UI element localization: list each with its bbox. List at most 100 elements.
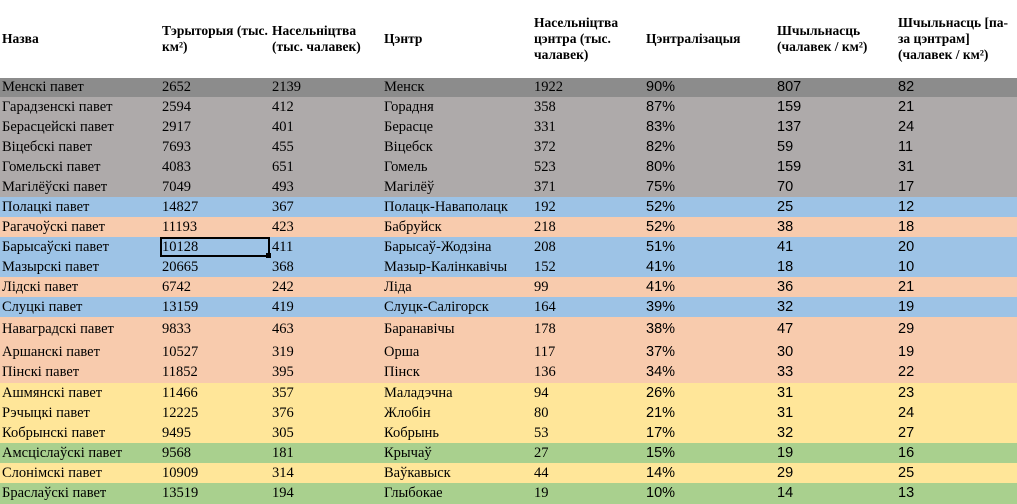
cell-density[interactable]: 36: [777, 279, 794, 295]
cell-area[interactable]: 2917: [162, 119, 191, 135]
cell-density[interactable]: 31: [777, 405, 794, 421]
cell-name[interactable]: Браслаўскі павет: [2, 485, 107, 501]
cell-pop[interactable]: 314: [272, 465, 294, 481]
cell-central[interactable]: 52%: [646, 219, 676, 235]
cell-name[interactable]: Мазырскі павет: [2, 259, 99, 275]
cell-center[interactable]: Орша: [384, 344, 420, 360]
cell-density[interactable]: 159: [777, 159, 802, 175]
cell-name[interactable]: Кобрынскі павет: [2, 425, 106, 441]
cell-area[interactable]: 9495: [162, 425, 191, 441]
cell-central[interactable]: 15%: [646, 445, 676, 461]
cell-center-pop[interactable]: 164: [534, 299, 556, 315]
cell-center-pop[interactable]: 27: [534, 445, 549, 461]
cell-density-out[interactable]: 21: [898, 279, 915, 295]
cell-area[interactable]: 10527: [162, 344, 199, 360]
cell-name[interactable]: Слуцкі павет: [2, 299, 83, 315]
cell-area[interactable]: 14827: [162, 199, 199, 215]
cell-density[interactable]: 47: [777, 321, 794, 337]
cell-name[interactable]: Менскі павет: [2, 79, 84, 95]
cell-density[interactable]: 18: [777, 259, 794, 275]
cell-central[interactable]: 51%: [646, 239, 676, 255]
cell-density[interactable]: 29: [777, 465, 794, 481]
cell-center-pop[interactable]: 19: [534, 485, 549, 501]
cell-density[interactable]: 59: [777, 139, 794, 155]
cell-area[interactable]: 7049: [162, 179, 191, 195]
cell-center[interactable]: Менск: [384, 79, 425, 95]
cell-center-pop[interactable]: 208: [534, 239, 556, 255]
cell-density[interactable]: 32: [777, 425, 794, 441]
cell-density-out[interactable]: 27: [898, 425, 915, 441]
cell-center[interactable]: Берасце: [384, 119, 434, 135]
cell-area[interactable]: 10909: [162, 465, 199, 481]
cell-name[interactable]: Берасцейскі павет: [2, 119, 114, 135]
cell-density-out[interactable]: 19: [898, 344, 915, 360]
cell-center-pop[interactable]: 44: [534, 465, 549, 481]
cell-area[interactable]: 11852: [162, 364, 198, 380]
cell-density-out[interactable]: 12: [898, 199, 915, 215]
cell-pop[interactable]: 651: [272, 159, 294, 175]
cell-pop[interactable]: 412: [272, 99, 294, 115]
cell-name[interactable]: Рэчыцкі павет: [2, 405, 90, 421]
cell-center-pop[interactable]: 178: [534, 321, 556, 337]
cell-density[interactable]: 33: [777, 364, 794, 380]
cell-pop[interactable]: 305: [272, 425, 294, 441]
cell-pop[interactable]: 493: [272, 179, 294, 195]
cell-center-pop[interactable]: 1922: [534, 79, 563, 95]
cell-pop[interactable]: 376: [272, 405, 294, 421]
cell-center[interactable]: Маладэчна: [384, 385, 453, 401]
cell-center-pop[interactable]: 136: [534, 364, 556, 380]
cell-center-pop[interactable]: 117: [534, 344, 556, 360]
cell-density[interactable]: 70: [777, 179, 794, 195]
cell-pop[interactable]: 357: [272, 385, 294, 401]
cell-density[interactable]: 38: [777, 219, 794, 235]
cell-density[interactable]: 19: [777, 445, 794, 461]
cell-center-pop[interactable]: 523: [534, 159, 556, 175]
cell-area[interactable]: 13519: [162, 485, 199, 501]
cell-central[interactable]: 87%: [646, 99, 676, 115]
cell-pop[interactable]: 455: [272, 139, 294, 155]
cell-pop[interactable]: 411: [272, 239, 294, 255]
cell-density-out[interactable]: 16: [898, 445, 915, 461]
cell-center[interactable]: Полацк-Наваполацк: [384, 199, 508, 215]
cell-density-out[interactable]: 25: [898, 465, 915, 481]
cell-density-out[interactable]: 24: [898, 405, 915, 421]
cell-density-out[interactable]: 19: [898, 299, 915, 315]
cell-center[interactable]: Жлобін: [384, 405, 431, 421]
cell-name[interactable]: Рагачоўскі павет: [2, 219, 105, 235]
cell-name[interactable]: Слонімскі павет: [2, 465, 102, 481]
cell-central[interactable]: 17%: [646, 425, 676, 441]
cell-area[interactable]: 4083: [162, 159, 191, 175]
cell-center[interactable]: Пінск: [384, 364, 420, 380]
cell-central[interactable]: 26%: [646, 385, 676, 401]
cell-center[interactable]: Магілёў: [384, 179, 435, 195]
cell-name[interactable]: Пінскі павет: [2, 364, 80, 380]
cell-central[interactable]: 52%: [646, 199, 676, 215]
cell-pop[interactable]: 319: [272, 344, 294, 360]
cell-area[interactable]: 9833: [162, 321, 191, 337]
cell-center[interactable]: Барысаў-Жодзіна: [384, 239, 492, 255]
cell-center[interactable]: Слуцк-Салігорск: [384, 299, 489, 315]
header-pop[interactable]: Насельніцтва (тыс. чалавек): [272, 0, 382, 78]
cell-density-out[interactable]: 21: [898, 99, 915, 115]
cell-density-out[interactable]: 18: [898, 219, 915, 235]
cell-pop[interactable]: 367: [272, 199, 294, 215]
header-central[interactable]: Цэнтралізацыя: [646, 0, 774, 78]
cell-density-out[interactable]: 22: [898, 364, 915, 380]
cell-density[interactable]: 14: [777, 485, 794, 501]
cell-central[interactable]: 90%: [646, 79, 676, 95]
cell-center[interactable]: Віцебск: [384, 139, 433, 155]
cell-central[interactable]: 75%: [646, 179, 676, 195]
cell-center-pop[interactable]: 152: [534, 259, 556, 275]
cell-center-pop[interactable]: 358: [534, 99, 556, 115]
cell-center[interactable]: Бабруйск: [384, 219, 442, 235]
cell-pop[interactable]: 419: [272, 299, 294, 315]
cell-area[interactable]: 10128: [162, 239, 199, 255]
cell-name[interactable]: Наваградскі павет: [2, 321, 114, 337]
header-name[interactable]: Назва: [2, 0, 160, 78]
cell-density-out[interactable]: 24: [898, 119, 915, 135]
cell-pop[interactable]: 181: [272, 445, 294, 461]
cell-central[interactable]: 41%: [646, 259, 676, 275]
cell-pop[interactable]: 463: [272, 321, 294, 337]
cell-density-out[interactable]: 11: [898, 139, 914, 155]
cell-center-pop[interactable]: 94: [534, 385, 549, 401]
